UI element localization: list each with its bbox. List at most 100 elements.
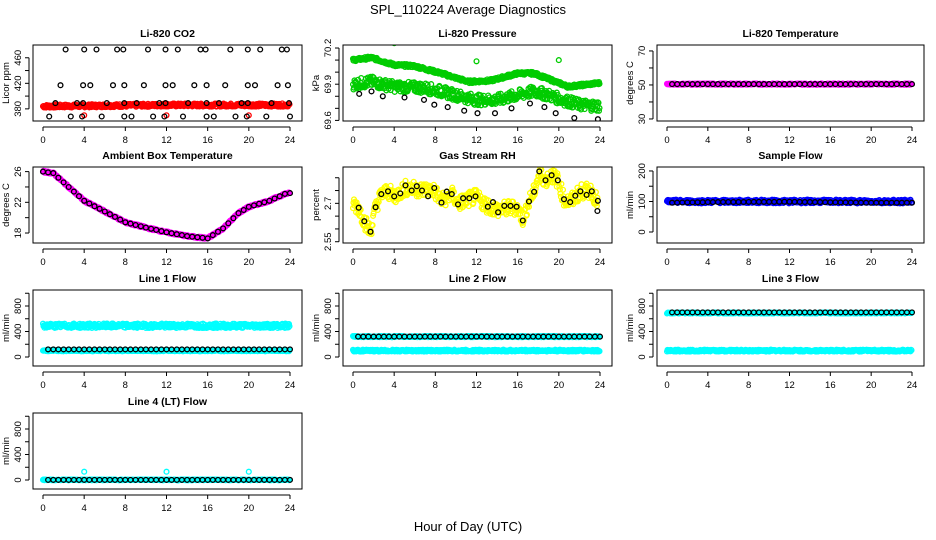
- y-tick-label: 800: [13, 298, 24, 314]
- data-point: [473, 58, 480, 65]
- data-point: [210, 113, 217, 120]
- data-point: [560, 196, 568, 203]
- x-tick-label: 12: [161, 135, 172, 146]
- x-tick-label: 0: [664, 257, 669, 268]
- data-point: [454, 201, 462, 208]
- x-tick-label: 12: [471, 135, 482, 146]
- x-tick-label: 4: [82, 257, 87, 268]
- data-point: [375, 198, 382, 206]
- data-point: [52, 100, 59, 107]
- data-point: [442, 202, 449, 209]
- data-point: [572, 192, 579, 199]
- x-tick-label: 24: [907, 257, 918, 268]
- data-point: [244, 46, 251, 53]
- data-point: [93, 46, 100, 53]
- panel-title: Gas Stream RH: [439, 150, 515, 162]
- data-point: [552, 110, 559, 117]
- data-point: [214, 228, 222, 235]
- data-point: [425, 193, 432, 200]
- x-tick-label: 8: [123, 257, 128, 268]
- y-axis-label: kPa: [311, 74, 322, 91]
- data-point: [285, 100, 293, 107]
- data-point: [179, 113, 187, 120]
- x-tick-label: 8: [746, 257, 751, 268]
- data-point: [378, 191, 385, 198]
- panel-title: Li-820 Temperature: [742, 28, 838, 40]
- x-tick-label: 12: [471, 257, 482, 268]
- data-point: [162, 46, 169, 53]
- plot-frame: [32, 44, 303, 122]
- data-point: [370, 212, 377, 219]
- x-tick-label: 16: [512, 257, 523, 268]
- data-point: [583, 191, 590, 198]
- data-point: [495, 209, 502, 216]
- series-ambient-average: [39, 168, 294, 242]
- data-point: [243, 113, 250, 120]
- data-point: [121, 100, 128, 107]
- data-point: [103, 100, 110, 107]
- data-point: [594, 116, 601, 121]
- x-tick-label: 20: [244, 380, 255, 391]
- data-point: [240, 206, 247, 214]
- x-tick-label: 24: [285, 135, 296, 146]
- data-point: [204, 235, 211, 242]
- x-tick-label: 4: [705, 135, 710, 146]
- data-point: [111, 213, 119, 220]
- data-point: [238, 100, 245, 107]
- x-tick-label: 16: [825, 135, 836, 146]
- data-point: [251, 82, 259, 89]
- data-point: [230, 215, 237, 222]
- data-point: [594, 207, 601, 215]
- panel-data: [349, 332, 604, 355]
- plot-frame: [32, 166, 303, 244]
- panel-data: [663, 80, 916, 88]
- data-point: [257, 46, 264, 53]
- y-tick-label: 400: [13, 324, 24, 340]
- data-point: [276, 193, 283, 200]
- data-point: [245, 203, 252, 210]
- data-point: [120, 46, 127, 53]
- y-tick-label: 69.9: [323, 75, 334, 94]
- x-tick-label: 24: [285, 257, 296, 268]
- data-point: [523, 211, 530, 218]
- data-point: [391, 193, 398, 200]
- y-axis-label: Licor ppm: [1, 62, 12, 104]
- data-point: [379, 93, 386, 100]
- data-point: [559, 186, 567, 193]
- data-point: [87, 82, 94, 89]
- data-point: [369, 222, 376, 229]
- data-point: [156, 100, 163, 107]
- data-point: [536, 168, 543, 175]
- x-tick-label: 20: [554, 135, 565, 146]
- x-tick-label: 16: [202, 257, 213, 268]
- data-point: [908, 199, 916, 206]
- x-tick-label: 20: [866, 257, 877, 268]
- data-point: [367, 73, 374, 80]
- data-point: [235, 210, 242, 217]
- x-tick-label: 12: [161, 257, 172, 268]
- data-point: [284, 82, 291, 89]
- x-tick-label: 8: [433, 135, 438, 146]
- data-point: [567, 199, 574, 206]
- y-tick-label: 100: [637, 194, 648, 210]
- data-point: [55, 174, 62, 181]
- data-point: [491, 110, 499, 117]
- data-point: [525, 198, 533, 205]
- data-point: [554, 170, 561, 177]
- data-point: [391, 45, 397, 47]
- series-pressure-outliers: [391, 45, 562, 65]
- data-point: [408, 187, 415, 194]
- data-point: [50, 170, 57, 177]
- data-point: [594, 194, 601, 201]
- data-point: [472, 193, 479, 200]
- plot-frame: [342, 44, 613, 122]
- x-tick-label: 8: [433, 257, 438, 268]
- data-point: [420, 96, 428, 103]
- x-tick-label: 20: [866, 135, 877, 146]
- data-point: [286, 346, 294, 353]
- x-tick-label: 4: [82, 380, 87, 391]
